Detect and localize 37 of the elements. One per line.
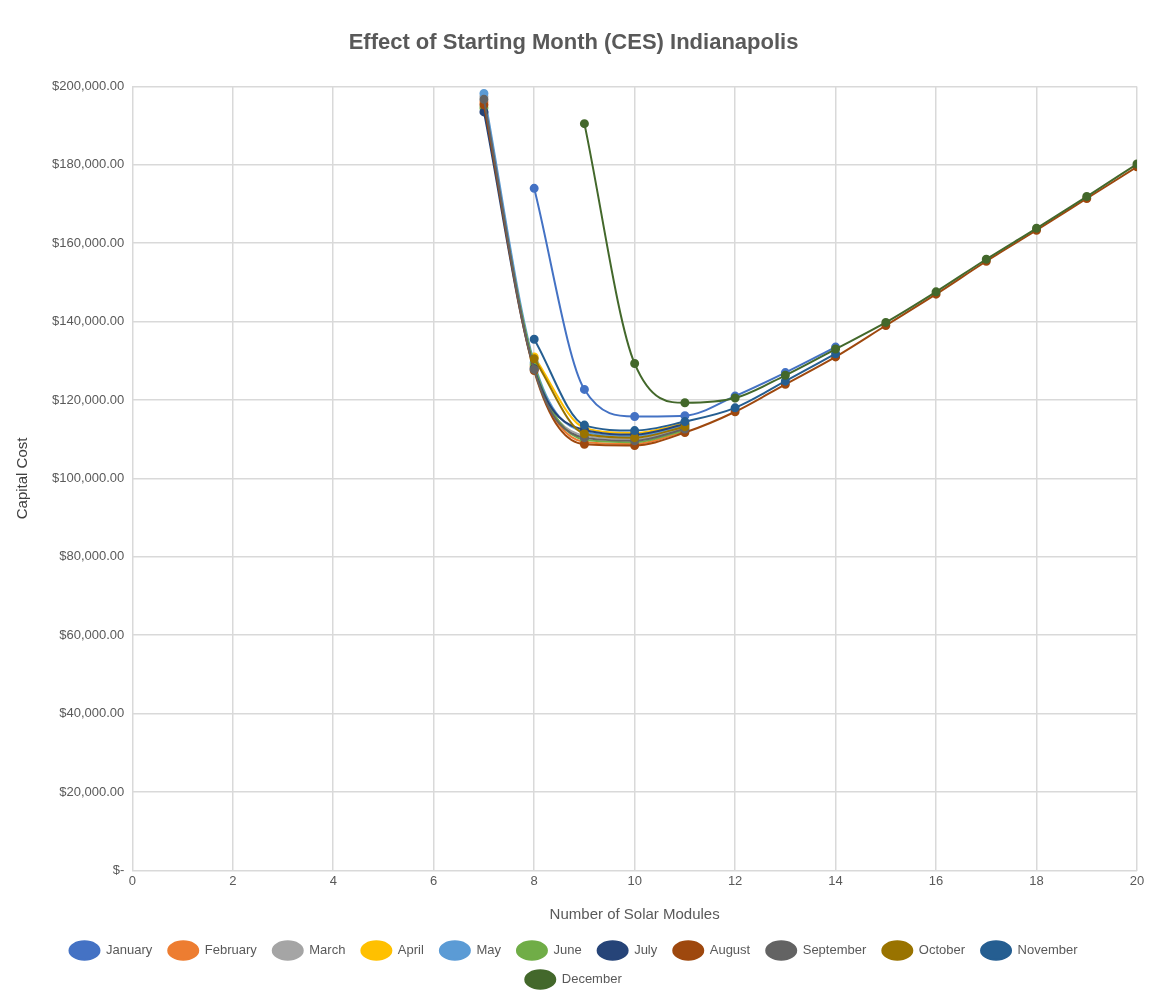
x-tick-label: 4 bbox=[329, 872, 337, 888]
y-tick-label: $20,000.00 bbox=[59, 783, 125, 799]
x-tick-label: 18 bbox=[1029, 872, 1044, 888]
y-tick-label: $60,000.00 bbox=[59, 626, 125, 642]
y-tick-label: $140,000.00 bbox=[52, 313, 125, 329]
x-tick-label: 12 bbox=[727, 872, 743, 888]
x-tick-label: 8 bbox=[530, 872, 538, 888]
y-tick-label: $180,000.00 bbox=[52, 156, 125, 172]
legend-label: June bbox=[553, 942, 582, 958]
legend-label: February bbox=[204, 942, 258, 958]
y-tick-label: $120,000.00 bbox=[52, 391, 125, 407]
y-tick-label: $40,000.00 bbox=[59, 705, 125, 721]
y-tick-label: $80,000.00 bbox=[59, 548, 125, 564]
legend-label: October bbox=[918, 942, 966, 958]
legend-label: December bbox=[561, 971, 623, 987]
chart-title: Effect of Starting Month (CES) Indianapolis bbox=[348, 29, 799, 55]
x-axis-title: Number of Solar Modules bbox=[549, 905, 720, 923]
y-tick-label: $100,000.00 bbox=[52, 469, 125, 485]
legend-label: May bbox=[476, 942, 502, 958]
x-tick-label: 2 bbox=[229, 872, 237, 888]
y-tick-label: $200,000.00 bbox=[52, 77, 125, 93]
x-tick-label: 0 bbox=[128, 872, 136, 888]
y-axis-title: Capital Cost bbox=[13, 436, 31, 520]
legend-label: September bbox=[802, 942, 867, 958]
legend-label: January bbox=[105, 942, 153, 958]
x-tick-label: 10 bbox=[627, 872, 642, 888]
x-tick-label: 16 bbox=[928, 872, 944, 888]
legend-label: March bbox=[309, 942, 346, 958]
legend-label: August bbox=[709, 942, 751, 958]
x-tick-label: 6 bbox=[430, 872, 438, 888]
legend-label: July bbox=[634, 942, 658, 958]
x-tick-label: 20 bbox=[1129, 872, 1145, 888]
legend-label: November bbox=[1017, 942, 1079, 958]
y-tick-label: $160,000.00 bbox=[52, 234, 125, 250]
y-tick-label: $- bbox=[112, 861, 125, 877]
legend-label: April bbox=[397, 942, 424, 958]
x-tick-label: 14 bbox=[828, 872, 843, 888]
